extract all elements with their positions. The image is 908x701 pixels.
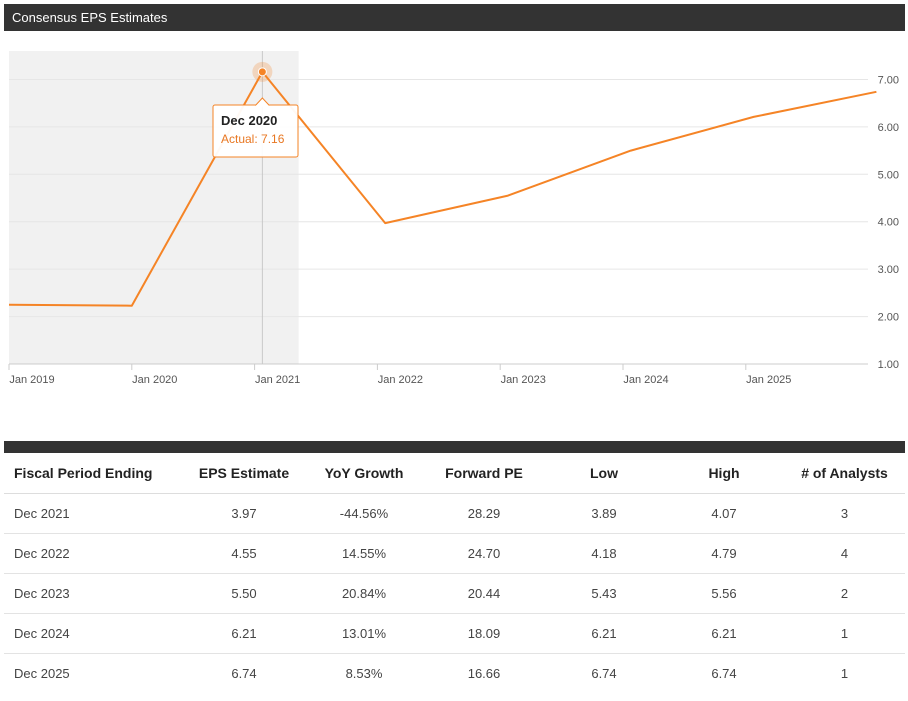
cell-analysts: 1 <box>784 613 905 654</box>
cell-high: 6.74 <box>711 666 737 681</box>
actual-region <box>9 51 299 364</box>
y-tick-label: 1.00 <box>878 359 899 371</box>
col-low[interactable]: Low <box>544 453 664 494</box>
cell-yoy: 8.53% <box>345 666 383 681</box>
cell-low: 3.89 <box>544 493 664 534</box>
cell-analysts: 1 <box>840 666 849 681</box>
table-row: Dec 2025 6.74 8.53% 16.66 6.74 6.74 1 <box>4 654 905 694</box>
cell-low: 4.18 <box>544 533 664 574</box>
cell-yoy: -44.56% <box>304 493 424 534</box>
eps-series-line <box>8 70 877 307</box>
cell-analysts: 3 <box>784 493 905 534</box>
cell-analysts: 4 <box>784 533 905 574</box>
cell-pe: 16.66 <box>467 666 501 681</box>
y-tick-label: 7.00 <box>878 74 899 86</box>
col-yoy-growth[interactable]: YoY Growth <box>304 453 424 494</box>
cell-period: Dec 2024 <box>4 613 184 654</box>
table-header-row: Fiscal Period Ending EPS Estimate YoY Gr… <box>4 453 905 494</box>
tooltip-value: Actual: 7.16 <box>221 132 285 146</box>
cell-pe: 20.44 <box>424 573 544 614</box>
cell-pe: 28.29 <box>424 493 544 534</box>
cell-yoy: 14.55% <box>304 533 424 574</box>
cell-analysts: 2 <box>784 573 905 614</box>
tooltip-title: Dec 2020 <box>221 113 277 128</box>
cell-low: 6.74 <box>591 666 617 681</box>
x-tick-label: Jan 2021 <box>255 374 300 386</box>
header-bar: Consensus EPS Estimates <box>4 4 905 31</box>
cell-period: Dec 2021 <box>4 493 184 534</box>
highlight-point <box>257 67 267 77</box>
col-high[interactable]: High <box>664 453 784 494</box>
table-row: Dec 2021 3.97 -44.56% 28.29 3.89 4.07 3 <box>4 493 905 534</box>
x-tick-label: Jan 2020 <box>132 374 177 386</box>
cell-eps: 6.21 <box>184 613 304 654</box>
table-row: Dec 2023 5.50 20.84% 20.44 5.43 5.56 2 <box>4 573 905 614</box>
eps-chart[interactable]: 1.00 2.00 3.00 4.00 5.00 6.00 7.00 Jan 2019 Jan … <box>0 35 908 400</box>
y-tick-label: 2.00 <box>878 312 899 324</box>
y-tick-label: 4.00 <box>878 217 899 229</box>
tooltip-arrow <box>255 97 270 106</box>
cell-high: 6.21 <box>664 613 784 654</box>
x-tick-label: Jan 2019 <box>9 374 54 386</box>
table-header-bar <box>4 441 905 453</box>
cell-eps: 6.74 <box>231 666 257 681</box>
cell-eps: 4.55 <box>184 533 304 574</box>
cell-high: 4.07 <box>664 493 784 534</box>
x-tick-label: Jan 2022 <box>378 374 423 386</box>
col-fiscal-period[interactable]: Fiscal Period Ending <box>4 453 184 494</box>
cell-eps: 3.97 <box>184 493 304 534</box>
cell-pe: 24.70 <box>424 533 544 574</box>
col-forward-pe[interactable]: Forward PE <box>424 453 544 494</box>
cell-low: 6.21 <box>544 613 664 654</box>
cell-period: Dec 2022 <box>4 533 184 574</box>
col-num-analysts[interactable]: # of Analysts <box>784 453 905 494</box>
cell-low: 5.43 <box>544 573 664 614</box>
table-row: Dec 2022 4.55 14.55% 24.70 4.18 4.79 4 <box>4 533 905 574</box>
cell-pe: 18.09 <box>424 613 544 654</box>
table-row: Dec 2024 6.21 13.01% 18.09 6.21 6.21 1 <box>4 613 905 654</box>
cell-yoy: 20.84% <box>304 573 424 614</box>
cell-period: Dec 2025 <box>14 666 70 681</box>
cell-eps: 5.50 <box>184 573 304 614</box>
y-tick-label: 5.00 <box>878 169 899 181</box>
x-tick-label: Jan 2023 <box>501 374 546 386</box>
cell-yoy: 13.01% <box>304 613 424 654</box>
x-tick-label: Jan 2025 <box>746 374 791 386</box>
chart-title: Consensus EPS Estimates <box>12 10 168 25</box>
cell-period: Dec 2023 <box>4 573 184 614</box>
eps-table: Fiscal Period Ending EPS Estimate YoY Gr… <box>4 453 905 693</box>
x-tick-label: Jan 2024 <box>623 374 668 386</box>
y-tick-label: 6.00 <box>878 122 899 134</box>
y-tick-label: 3.00 <box>878 264 899 276</box>
col-eps-estimate[interactable]: EPS Estimate <box>184 453 304 494</box>
cell-high: 5.56 <box>664 573 784 614</box>
cell-high: 4.79 <box>664 533 784 574</box>
